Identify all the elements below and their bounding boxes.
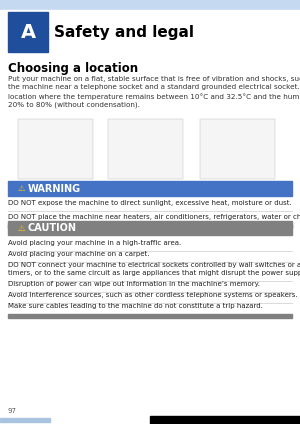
- Text: 97: 97: [8, 408, 17, 414]
- Text: Safety and legal: Safety and legal: [54, 25, 194, 39]
- Bar: [8, 181, 292, 196]
- Text: WARNING: WARNING: [28, 184, 81, 193]
- Text: DO NOT place the machine near heaters, air conditioners, refrigerators, water or: DO NOT place the machine near heaters, a…: [8, 214, 300, 220]
- Text: Put your machine on a flat, stable surface that is free of vibration and shocks,: Put your machine on a flat, stable surfa…: [8, 76, 300, 108]
- Text: ⚠: ⚠: [18, 184, 26, 193]
- Text: Avoid placing your machine in a high-traffic area.: Avoid placing your machine in a high-tra…: [8, 240, 181, 246]
- Bar: [0, 418, 50, 422]
- Text: Make sure cables leading to the machine do not constitute a trip hazard.: Make sure cables leading to the machine …: [8, 303, 263, 309]
- FancyBboxPatch shape: [200, 119, 275, 179]
- Bar: [0, 10, 300, 54]
- Text: Choosing a location: Choosing a location: [8, 62, 138, 75]
- Text: Avoid interference sources, such as other cordless telephone systems or speakers: Avoid interference sources, such as othe…: [8, 292, 298, 298]
- Text: CAUTION: CAUTION: [28, 223, 77, 233]
- Bar: [8, 224, 292, 228]
- FancyBboxPatch shape: [18, 119, 93, 179]
- Text: DO NOT connect your machine to electrical sockets controlled by wall switches or: DO NOT connect your machine to electrica…: [8, 262, 300, 276]
- Text: Avoid placing your machine on a carpet.: Avoid placing your machine on a carpet.: [8, 251, 149, 257]
- Text: DO NOT expose the machine to direct sunlight, excessive heat, moisture or dust.: DO NOT expose the machine to direct sunl…: [8, 200, 292, 206]
- Bar: [150, 416, 300, 424]
- Bar: [0, 0, 300, 10]
- Bar: [8, 314, 292, 318]
- FancyBboxPatch shape: [108, 119, 183, 179]
- Text: Disruption of power can wipe out information in the machine’s memory.: Disruption of power can wipe out informa…: [8, 281, 260, 287]
- Text: ⚠: ⚠: [18, 223, 26, 232]
- Bar: [8, 221, 292, 235]
- Text: A: A: [20, 22, 36, 42]
- Bar: [8, 12, 48, 52]
